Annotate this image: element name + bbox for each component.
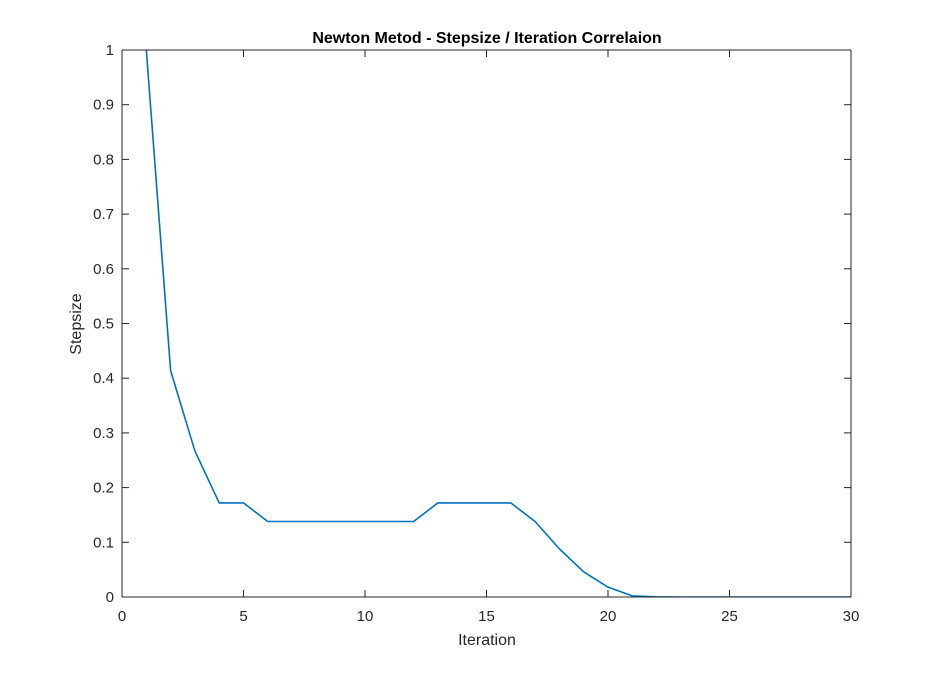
x-tick-label: 15 (478, 608, 495, 625)
plot-area (122, 50, 851, 597)
x-tick-label: 25 (721, 608, 738, 625)
x-tick-label: 10 (357, 608, 374, 625)
x-axis-label: Iteration (458, 632, 516, 649)
y-tick-label: 0.4 (93, 370, 114, 387)
y-axis-label: Stepsize (68, 293, 85, 354)
y-tick-label: 1 (106, 42, 114, 59)
y-tick-label: 0.5 (93, 316, 114, 333)
y-tick-label: 0.7 (93, 206, 114, 223)
x-tick-label: 5 (239, 608, 247, 625)
y-tick-label: 0.3 (93, 425, 114, 442)
y-tick-label: 0.9 (93, 97, 114, 114)
chart-title: Newton Metod - Stepsize / Iteration Corr… (312, 30, 661, 47)
x-tick-label: 0 (118, 608, 126, 625)
y-tick-label: 0.6 (93, 261, 114, 278)
series-line-0 (145, 50, 851, 597)
y-tick-label: 0 (106, 589, 114, 606)
y-tick-label: 0.8 (93, 151, 114, 168)
y-tick-label: 0.1 (93, 534, 114, 551)
y-tick-label: 0.2 (93, 480, 114, 497)
x-tick-label: 20 (600, 608, 617, 625)
x-tick-label: 30 (843, 608, 860, 625)
